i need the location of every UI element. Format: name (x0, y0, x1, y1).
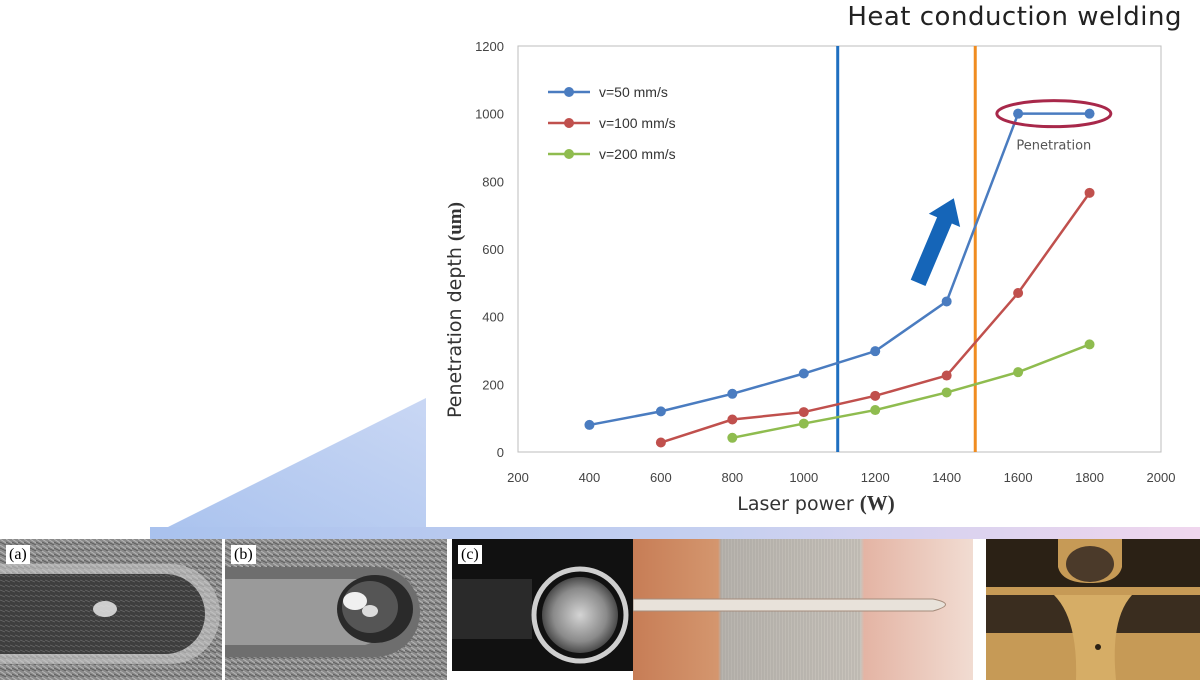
x-tick-label: 1400 (932, 470, 961, 485)
data-point (1013, 108, 1024, 119)
data-point (655, 437, 666, 448)
data-point (941, 387, 952, 398)
y-axis-label-text: Penetration depth (444, 247, 466, 418)
gradient-band (150, 527, 1200, 539)
plot-area (517, 45, 1162, 453)
y-tick-label: 600 (482, 242, 504, 257)
photo-a-label: (a) (6, 545, 30, 564)
data-point (727, 432, 738, 443)
y-axis-label: Penetration depth (um) (444, 202, 466, 418)
legend-label: v=50 mm/s (599, 84, 668, 100)
photo-a: (a) (0, 539, 222, 680)
legend-swatch-marker (564, 149, 574, 159)
y-axis-unit: (um) (445, 202, 466, 241)
x-tick-label: 1600 (1004, 470, 1033, 485)
data-point (798, 418, 809, 429)
page-title: Heat conduction welding (847, 2, 1182, 32)
penetration-label: Penetration (1016, 139, 1091, 154)
data-point (941, 296, 952, 307)
x-tick-label: 1000 (789, 470, 818, 485)
chart-axes: 200 400 600 800 1000 1200 1400 1600 1800 20000200… (475, 39, 1175, 485)
trend-arrow-shape (910, 198, 961, 286)
series-line (732, 343, 1091, 440)
photo-c-image (452, 539, 658, 671)
chart-background (426, 34, 1200, 527)
zoom-wedge (150, 398, 426, 536)
data-point (798, 368, 809, 379)
x-tick-label: 400 (579, 470, 601, 485)
data-point (1084, 339, 1095, 350)
photo-seam (633, 539, 973, 680)
photo-a-image (0, 539, 222, 680)
photo-cross-section-image (986, 539, 1200, 680)
data-point (655, 406, 666, 417)
x-axis-label-text: Laser power (737, 493, 854, 515)
x-axis-unit: (W) (860, 491, 895, 515)
y-tick-label: 1200 (475, 39, 504, 54)
chart-series (584, 108, 1095, 448)
data-point (1013, 287, 1024, 298)
legend-label: v=100 mm/s (599, 115, 676, 131)
x-tick-label: 800 (721, 470, 743, 485)
photo-c: (c) (452, 539, 658, 671)
x-tick-label: 1200 (861, 470, 890, 485)
data-point (941, 370, 952, 381)
data-point (798, 407, 809, 418)
data-point (870, 390, 881, 401)
y-tick-label: 800 (482, 174, 504, 189)
legend-label: v=200 mm/s (599, 146, 676, 162)
data-point (870, 346, 881, 357)
data-point (1084, 187, 1095, 198)
photo-b-label: (b) (231, 545, 256, 564)
penetration-chart: 200 400 600 800 1000 1200 1400 1600 1800 20000200… (426, 34, 1200, 527)
data-point (1084, 108, 1095, 119)
x-tick-label: 1800 (1075, 470, 1104, 485)
data-point (727, 388, 738, 399)
photo-c-label: (c) (458, 545, 482, 564)
x-axis-label: Laser power (W) (737, 491, 894, 515)
photo-b-image (225, 539, 447, 680)
y-tick-label: 400 (482, 310, 504, 325)
chart-legend: v=50 mm/s v=100 mm/s v=200 mm/s (548, 84, 676, 162)
data-point (584, 419, 595, 430)
trend-arrow (910, 198, 961, 286)
x-tick-label: 2000 (1147, 470, 1176, 485)
y-tick-label: 1000 (475, 107, 504, 122)
photo-seam-image (633, 539, 973, 680)
photo-b: (b) (225, 539, 447, 680)
x-tick-label: 600 (650, 470, 672, 485)
y-tick-label: 200 (482, 377, 504, 392)
legend-swatch-marker (564, 87, 574, 97)
series-line (589, 112, 1090, 427)
data-point (1013, 367, 1024, 378)
data-point (727, 414, 738, 425)
photo-cross-section (986, 539, 1200, 680)
x-tick-label: 200 (507, 470, 529, 485)
chart-annotations: Penetration (910, 99, 1113, 286)
legend-swatch-marker (564, 118, 574, 128)
data-point (870, 405, 881, 416)
y-tick-label: 0 (497, 445, 504, 460)
penetration-ellipse (995, 99, 1113, 129)
